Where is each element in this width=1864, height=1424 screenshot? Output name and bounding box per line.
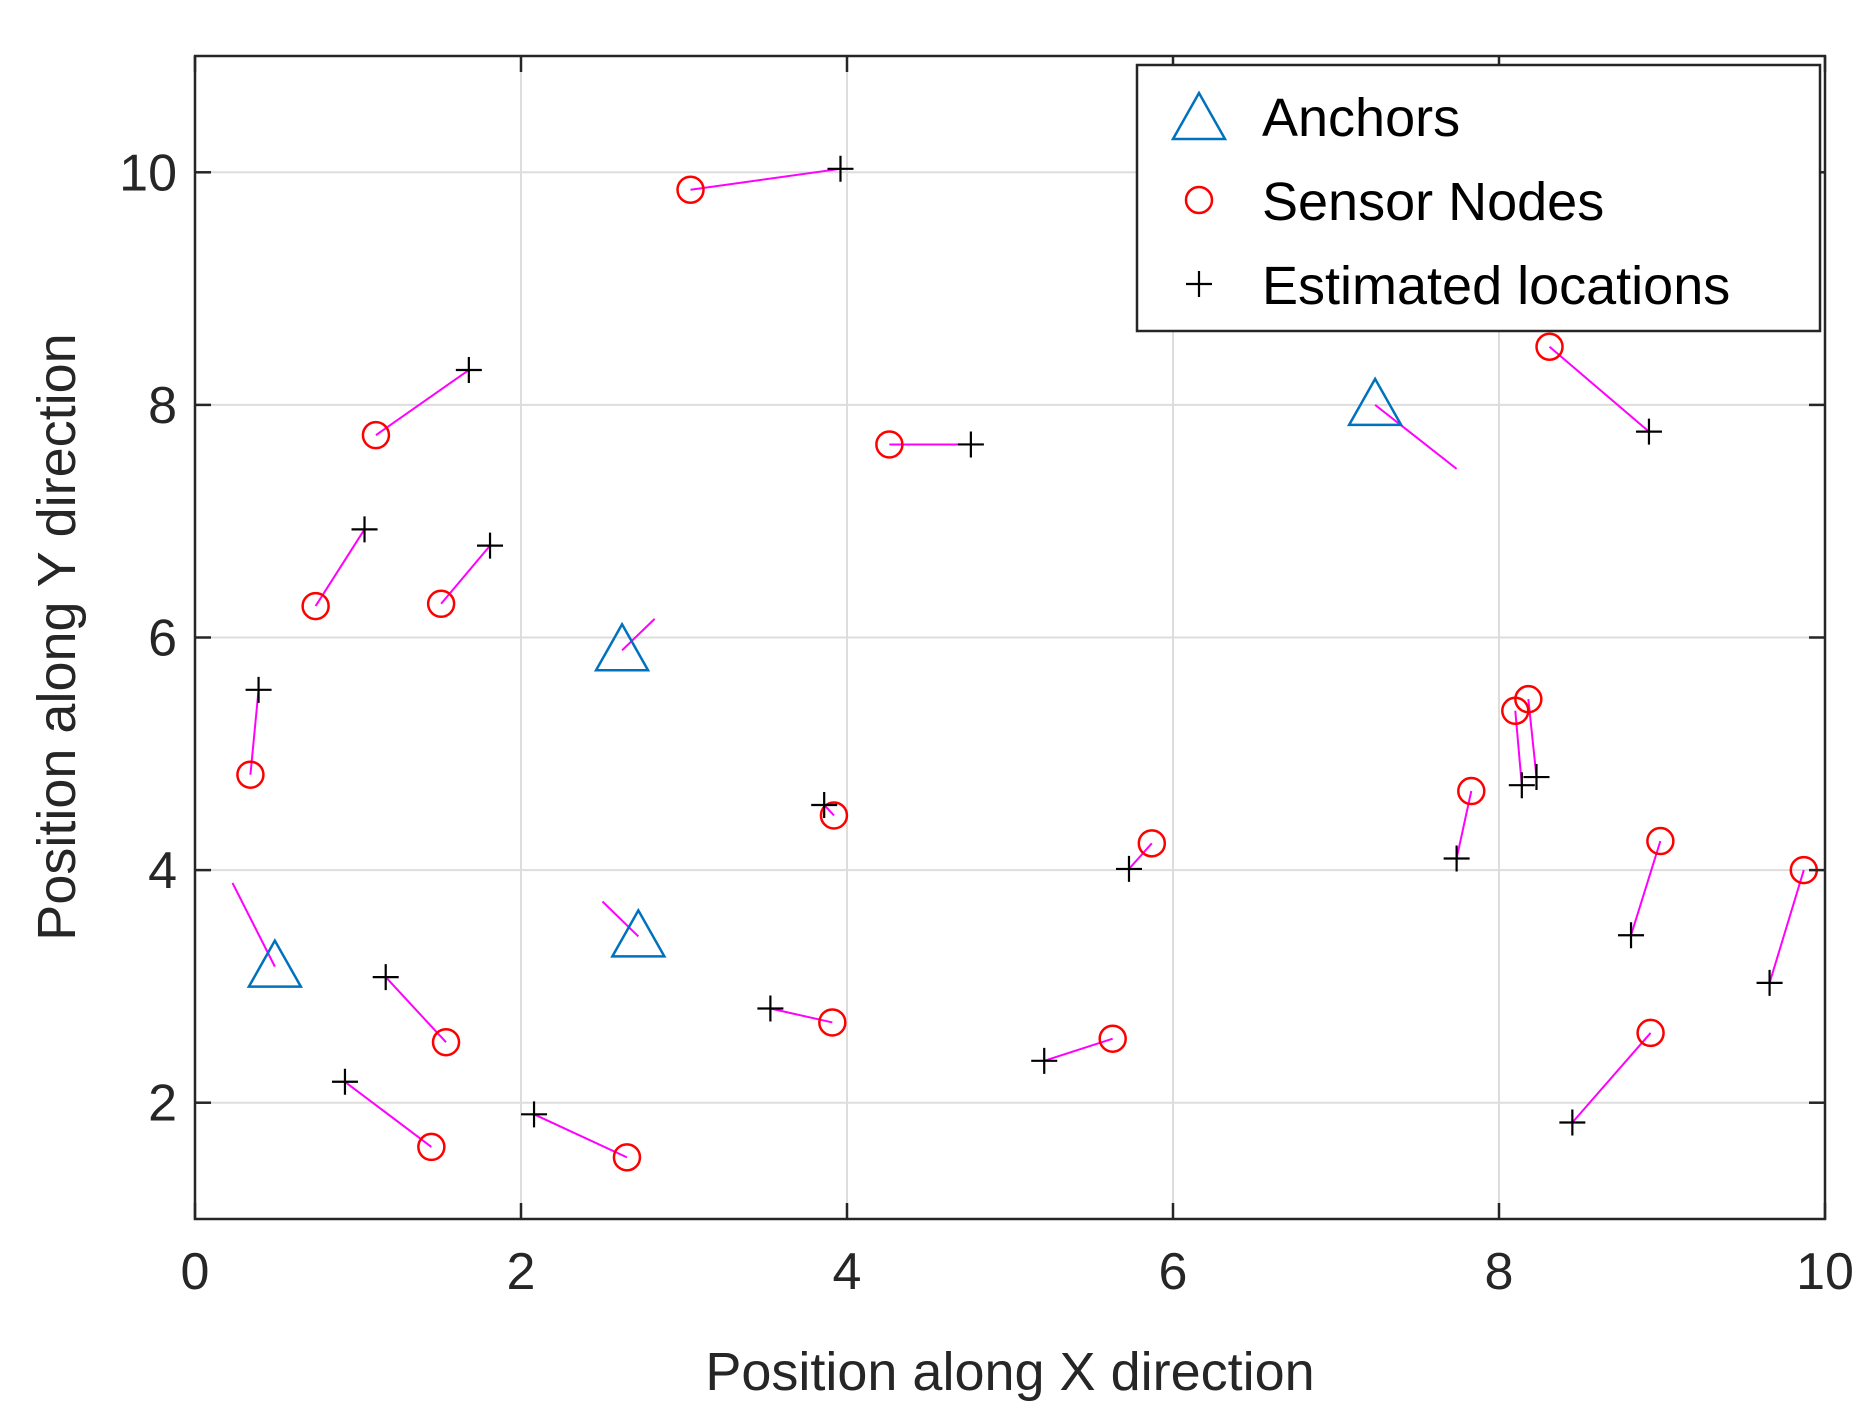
y-axis-label: Position along Y direction — [27, 333, 87, 940]
sensor-error-line — [1630, 840, 1662, 936]
legend-box — [1135, 63, 1822, 333]
estimated-location-marker — [1443, 845, 1470, 872]
legend-label-estimated-locations: Estimated locations — [1262, 256, 1730, 316]
sensor-error-line — [344, 1080, 432, 1148]
legend-estimate-symbol — [1186, 271, 1212, 297]
sensor-error-line — [770, 1007, 833, 1024]
estimated-location-marker — [477, 532, 504, 559]
estimated-location-marker — [455, 357, 482, 384]
error-lines-layer — [231, 167, 1805, 1159]
estimated-location-marker — [1508, 772, 1535, 799]
sensor-node-marker — [301, 591, 330, 621]
y-tick-label: 8 — [148, 377, 177, 435]
sensor-node-marker — [1514, 684, 1543, 714]
sensor-error-line — [1128, 842, 1153, 870]
y-tick-label: 2 — [148, 1075, 177, 1133]
x-tick-label: 8 — [1485, 1243, 1514, 1301]
estimated-location-marker — [521, 1101, 548, 1128]
estimated-location-marker — [351, 516, 378, 543]
legend-sensor-symbol — [1184, 185, 1214, 215]
x-axis-label: Position along X direction — [705, 1342, 1314, 1402]
estimated-location-marker — [1523, 764, 1550, 791]
anchor-marker — [246, 938, 304, 988]
sensor-node-marker — [612, 1143, 642, 1172]
estimated-location-marker — [1635, 418, 1662, 445]
y-tick-label: 4 — [148, 842, 177, 900]
estimated-location-marker — [372, 964, 399, 991]
sensor-error-line — [1455, 790, 1473, 859]
y-tick-label: 6 — [148, 610, 177, 668]
sensor-error-line — [384, 976, 447, 1043]
sensor-node-marker — [1137, 829, 1167, 858]
sensor-node-marker — [417, 1132, 446, 1162]
estimated-location-marker — [1115, 855, 1142, 882]
estimated-location-marker — [331, 1068, 358, 1095]
sensor-node-marker — [819, 801, 849, 830]
estimated-location-marker — [245, 676, 272, 703]
legend: Anchors Sensor Nodes Estimated locations — [1135, 63, 1822, 333]
markers-layer — [236, 155, 1819, 1172]
legend-label-sensor-nodes: Sensor Nodes — [1262, 172, 1604, 232]
sensor-error-line — [533, 1113, 628, 1159]
anchor-marker — [593, 621, 651, 672]
sensor-error-line — [375, 369, 470, 436]
sensor-error-line — [314, 528, 366, 607]
ticks-layer: 0 2 4 6 8 10 2 4 6 8 10 — [119, 56, 1854, 1301]
estimated-location-marker — [811, 791, 838, 818]
x-tick-label: 0 — [181, 1243, 210, 1301]
sensor-error-line — [1571, 1032, 1652, 1124]
anchor-error-line — [601, 900, 640, 938]
x-tick-label: 4 — [833, 1243, 862, 1301]
estimated-location-marker — [757, 995, 784, 1022]
sensor-node-marker — [426, 589, 456, 619]
x-tick-label: 6 — [1159, 1243, 1188, 1301]
sensor-node-marker — [1098, 1024, 1127, 1053]
anchor-marker — [1346, 376, 1404, 427]
sensor-node-marker — [1457, 776, 1486, 806]
estimated-location-marker — [827, 155, 854, 182]
sensor-node-marker — [431, 1027, 461, 1057]
x-tick-label: 2 — [507, 1243, 536, 1301]
sensor-node-marker — [236, 760, 265, 789]
sensor-node-marker — [1636, 1018, 1665, 1048]
legend-symbols — [1170, 90, 1228, 297]
legend-anchor-symbol — [1170, 90, 1228, 141]
estimated-location-marker — [1031, 1047, 1058, 1074]
x-tick-label: 10 — [1796, 1243, 1854, 1301]
sensor-node-marker — [1535, 332, 1564, 361]
sensor-node-marker — [1646, 826, 1675, 856]
sensor-error-line — [690, 167, 841, 191]
estimated-location-marker — [1618, 922, 1645, 949]
anchor-error-line — [1374, 404, 1458, 470]
anchor-error-line — [621, 618, 656, 652]
sensor-node-marker — [676, 175, 705, 204]
estimated-location-marker — [957, 431, 984, 458]
sensor-error-line — [1768, 869, 1805, 984]
y-tick-label: 10 — [119, 144, 177, 202]
sensor-node-marker — [875, 430, 904, 459]
legend-label-anchors: Anchors — [1262, 88, 1460, 148]
sensor-node-marker — [818, 1008, 847, 1037]
anchor-marker — [610, 907, 667, 958]
estimated-location-marker — [1756, 969, 1783, 996]
sensor-node-marker — [361, 420, 391, 450]
estimated-location-marker — [1559, 1109, 1586, 1136]
sensor-error-line — [1548, 345, 1650, 433]
